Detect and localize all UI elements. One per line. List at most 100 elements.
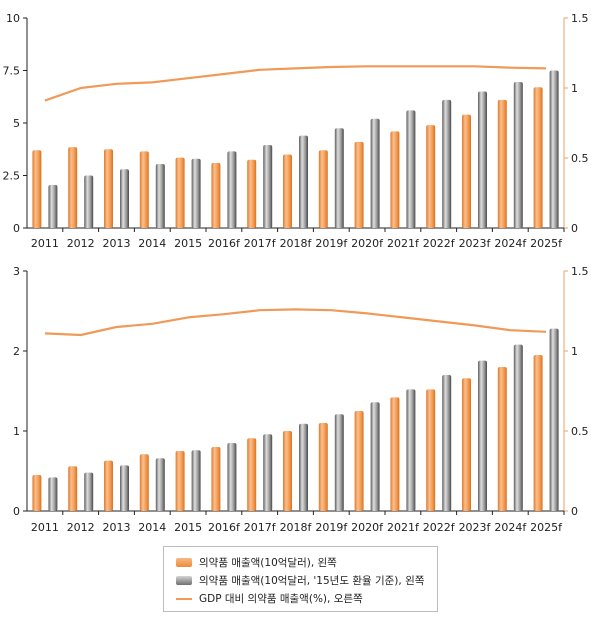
bar-sales-fixed-fx	[48, 477, 58, 511]
x-tick-label: 2011	[31, 521, 59, 534]
left-tick-label: 3	[13, 265, 20, 278]
bar-sales-fixed-fx	[155, 458, 165, 511]
left-tick-label: 10	[6, 12, 20, 25]
left-tick-label: 1	[13, 425, 20, 438]
bar-sales-fixed-fx	[370, 118, 380, 228]
legend-label-sales: 의약품 매출액(10억달러), 왼쪽	[199, 557, 337, 569]
legend-item-sales-fixed-fx: 의약품 매출액(10억달러, '15년도 환율 기준), 왼쪽	[176, 572, 437, 589]
bar-sales-fixed-fx	[478, 91, 487, 228]
bar-sales-fixed-fx	[406, 389, 416, 511]
x-tick-label: 2013	[103, 521, 131, 534]
line-gdp-share	[44, 308, 547, 337]
bar-sales-fixed-fx	[227, 151, 237, 228]
bar-sales	[211, 162, 221, 228]
bar-sales	[247, 438, 257, 511]
right-tick-label: 1	[571, 345, 578, 358]
x-tick-label: 2022f	[423, 237, 456, 250]
left-tick-label: 2.5	[3, 170, 21, 183]
x-tick-label: 2021f	[387, 521, 420, 534]
x-tick-label: 2012	[67, 237, 95, 250]
legend-swatch-line	[176, 597, 192, 600]
legend-swatch-gray	[176, 576, 192, 585]
left-tick-label: 7.5	[3, 65, 21, 78]
bar-sales	[104, 149, 113, 228]
x-tick-label: 2017f	[244, 521, 277, 534]
bar-sales	[139, 151, 149, 228]
legend-swatch-orange	[176, 558, 192, 567]
x-tick-label: 2011	[31, 237, 59, 250]
x-tick-label: 2022f	[423, 521, 456, 534]
bar-sales	[426, 125, 436, 228]
bar-sales-fixed-fx	[84, 175, 94, 228]
right-tick-label: 1.5	[571, 12, 589, 25]
x-tick-label: 2021f	[387, 237, 420, 250]
bar-sales	[497, 99, 507, 229]
bar-sales-fixed-fx	[406, 110, 416, 228]
x-tick-label: 2018f	[280, 521, 313, 534]
bar-sales	[462, 378, 471, 511]
left-tick-label: 0	[13, 222, 20, 235]
right-tick-label: 0	[571, 222, 578, 235]
bar-sales-fixed-fx	[334, 128, 344, 228]
left-tick-label: 5	[13, 117, 20, 130]
bar-sales	[175, 451, 185, 511]
bar-sales	[497, 367, 507, 511]
bar-sales-fixed-fx	[120, 465, 129, 511]
x-tick-label: 2014	[138, 237, 166, 250]
right-tick-label: 0.5	[571, 152, 589, 165]
bar-sales	[390, 397, 400, 511]
bar-sales-fixed-fx	[263, 434, 273, 511]
x-tick-label: 2015	[174, 521, 202, 534]
x-tick-label: 2014	[138, 521, 166, 534]
bar-sales	[533, 87, 543, 228]
legend-label-sales-fixed-fx: 의약품 매출액(10억달러, '15년도 환율 기준), 왼쪽	[199, 575, 425, 587]
x-tick-label: 2015	[174, 237, 202, 250]
bar-sales	[68, 466, 78, 511]
bar-sales	[211, 447, 221, 511]
bar-sales	[247, 159, 257, 228]
x-tick-label: 2016f	[208, 521, 241, 534]
x-tick-label: 2020f	[351, 521, 384, 534]
bar-sales-fixed-fx	[513, 344, 523, 511]
legend-item-gdp-share: GDP 대비 의약품 매출액(%), 오른쪽	[176, 590, 437, 607]
bar-sales	[390, 131, 400, 228]
bar-sales-fixed-fx	[155, 163, 165, 228]
bar-sales-fixed-fx	[442, 99, 452, 229]
bar-sales-fixed-fx	[478, 360, 487, 511]
bar-sales	[68, 147, 78, 228]
bar-sales	[318, 150, 328, 228]
line-gdp-share	[44, 65, 547, 102]
x-tick-label: 2024f	[494, 521, 527, 534]
x-tick-label: 2018f	[280, 237, 313, 250]
bar-sales	[104, 460, 113, 511]
x-tick-label: 2016f	[208, 237, 241, 250]
bar-sales-fixed-fx	[370, 402, 380, 511]
bar-sales-fixed-fx	[513, 82, 523, 228]
x-tick-label: 2020f	[351, 237, 384, 250]
bar-sales-fixed-fx	[299, 135, 308, 228]
chart-top-panel: 0 2.5 5 7.5 10 0 0.5 1 1.5 2011 2012 2013 2014 2015 20…	[3, 12, 589, 250]
left-tick-label: 0	[13, 505, 20, 518]
bar-sales	[354, 411, 364, 511]
x-tick-label: 2013	[103, 237, 131, 250]
x-tick-label: 2019f	[315, 237, 348, 250]
bar-sales	[175, 157, 185, 228]
x-tick-label: 2023f	[459, 237, 492, 250]
bar-sales-fixed-fx	[549, 70, 559, 228]
x-tick-label: 2025f	[530, 237, 563, 250]
bar-sales	[283, 431, 292, 511]
bar-sales	[462, 114, 471, 228]
chart-legend: 의약품 매출액(10억달러), 왼쪽 의약품 매출액(10억달러, '15년도 …	[163, 546, 438, 612]
right-tick-label: 0	[571, 505, 578, 518]
legend-item-sales: 의약품 매출액(10억달러), 왼쪽	[176, 554, 437, 571]
bar-sales	[32, 150, 42, 228]
legend-label-gdp-share: GDP 대비 의약품 매출액(%), 오른쪽	[199, 593, 363, 605]
bar-sales-fixed-fx	[48, 184, 58, 228]
right-tick-label: 0.5	[571, 425, 589, 438]
bar-sales	[283, 154, 292, 228]
bar-sales-fixed-fx	[84, 472, 94, 511]
x-tick-label: 2019f	[315, 521, 348, 534]
bar-sales	[533, 355, 543, 511]
